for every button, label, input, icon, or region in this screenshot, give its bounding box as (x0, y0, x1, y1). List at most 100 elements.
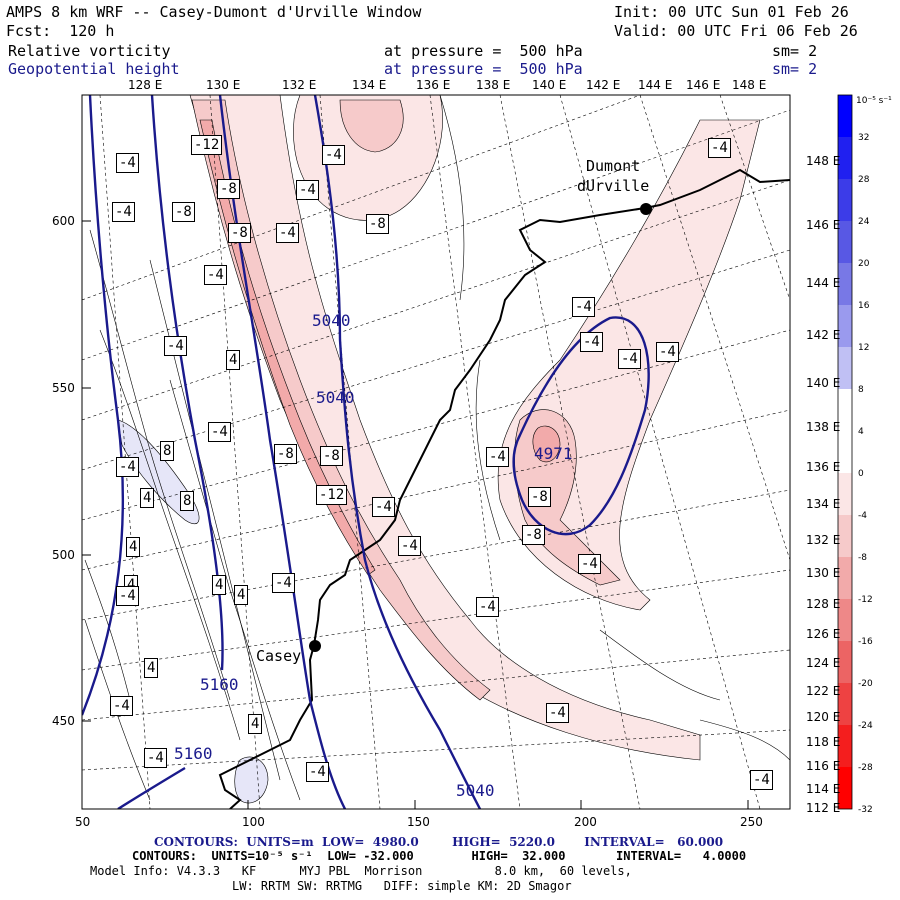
colorbar-swatch (838, 347, 852, 389)
colorbar: 32 28 24 20 16 12 8 4 0 -4 -8 -12 -16 -20 -24 -28 -32 10⁻… (837, 94, 892, 815)
vorticity-contour-label: -4 (116, 457, 139, 477)
vorticity-contour-label: -4 (272, 573, 295, 593)
right-longitude-label: 134 E (806, 497, 841, 511)
vorticity-shade-light-north (293, 95, 443, 221)
forecast-hour: Fcst: 120 h (6, 22, 115, 40)
top-longitude-label: 134 E (352, 78, 387, 92)
colorbar-swatch (838, 305, 852, 347)
colorbar-label: 16 (858, 301, 870, 311)
y-tick-label: 600 (52, 214, 75, 228)
colorbar-label: -20 (858, 679, 873, 689)
height-contour-5040 (313, 95, 482, 809)
vorticity-contour-label: -8 (228, 223, 251, 243)
colorbar-label: -16 (858, 637, 873, 647)
colorbar-label: -12 (858, 595, 873, 605)
station-casey-marker (309, 640, 321, 652)
vorticity-contour-label: -8 (320, 446, 343, 466)
height-contour-5160-west (82, 95, 124, 716)
vorticity-contour-label: 4 (140, 488, 155, 508)
field2-pressure: at pressure = 500 hPa (384, 60, 583, 78)
top-longitude-label: 130 E (206, 78, 241, 92)
vorticity-contour-label: -4 (708, 138, 731, 158)
vorticity-contour-label: -4 (372, 497, 395, 517)
plot-frame (81, 94, 791, 810)
right-longitude-label: 146 E (806, 218, 841, 232)
right-longitude-label: 148 E (806, 154, 841, 168)
station-dumont-durville-marker (640, 203, 652, 215)
colorbar-swatch (838, 95, 852, 137)
vorticity-contour-label: -4 (116, 153, 139, 173)
colorbar-label: -32 (858, 805, 873, 815)
colorbar-unit: 10⁻⁵ s⁻¹ (856, 96, 892, 106)
vorticity-contour-label: -12 (191, 135, 223, 155)
top-longitude-label: 146 E (686, 78, 721, 92)
vorticity-contour-label: -4 (204, 265, 227, 285)
x-tick-label: 50 (75, 815, 91, 829)
x-tick-label: 250 (740, 815, 763, 829)
vorticity-contour-label: -4 (578, 554, 601, 574)
vorticity-contour-label: 4 (126, 537, 141, 557)
field1-smoothing: sm= 2 (772, 42, 818, 60)
colorbar-swatch (838, 473, 852, 515)
field1-name: Relative vorticity (8, 42, 171, 60)
colorbar-swatch (838, 515, 852, 557)
right-longitude-label: 138 E (806, 420, 841, 434)
colorbar-swatch (838, 137, 852, 179)
colorbar-swatch (838, 767, 852, 809)
right-longitude-label: 126 E (806, 627, 841, 641)
colorbar-swatch (838, 557, 852, 599)
colorbar-swatch (838, 641, 852, 683)
footer-physics-info: LW: RRTM SW: RRTMG DIFF: simple KM: 2D S… (232, 879, 572, 893)
vorticity-shade-positive (117, 419, 200, 525)
vorticity-contour-label: 4 (212, 575, 227, 595)
right-longitude-label: 118 E (806, 735, 841, 749)
station-casey-label: Casey (256, 647, 302, 665)
colorbar-swatch (838, 179, 852, 221)
vorticity-contour-label: -12 (316, 485, 348, 505)
top-longitude-label: 144 E (638, 78, 673, 92)
right-longitude-label: 122 E (806, 684, 841, 698)
colorbar-label: 20 (858, 259, 870, 269)
height-contour-label: 5160 (200, 675, 239, 694)
colorbar-swatch (838, 599, 852, 641)
vorticity-shade-positive-south (234, 756, 269, 804)
vorticity-shade-medium (191, 99, 491, 701)
vorticity-contour-label: -4 (164, 336, 187, 356)
vorticity-contour-label: -8 (274, 444, 297, 464)
vorticity-contour-label: -4 (750, 770, 773, 790)
colorbar-label: 32 (858, 133, 869, 143)
height-contour-label: 4971 (534, 444, 573, 463)
height-contour-label: 5160 (174, 744, 213, 763)
colorbar-label: 28 (858, 175, 870, 185)
colorbar-label: -8 (858, 553, 867, 563)
height-contour-5100 (218, 95, 347, 809)
station-dumont-label-1: Dumont (586, 157, 641, 175)
right-longitude-label: 140 E (806, 376, 841, 390)
colorbar-label: 24 (858, 217, 870, 227)
top-longitude-label: 136 E (416, 78, 451, 92)
x-tick-label: 200 (574, 815, 597, 829)
height-contours (82, 95, 650, 809)
y-tick-label: 500 (52, 548, 75, 562)
colorbar-swatch (838, 263, 852, 305)
vorticity-contour-label: -4 (112, 202, 135, 222)
right-longitude-label: 132 E (806, 533, 841, 547)
vorticity-contour-label: -8 (366, 214, 389, 234)
height-contour-label: 5040 (456, 781, 495, 800)
field1-pressure: at pressure = 500 hPa (384, 42, 583, 60)
height-contour-label: 5040 (316, 388, 355, 407)
vorticity-contour-label: -4 (572, 297, 595, 317)
colorbar-label: -4 (858, 511, 867, 521)
right-longitude-label: 142 E (806, 328, 841, 342)
vorticity-contour-label: 4 (226, 350, 241, 370)
top-longitude-label: 128 E (128, 78, 163, 92)
colorbar-swatch (838, 431, 852, 473)
vorticity-contour-label: -4 (656, 342, 679, 362)
right-longitude-label: 130 E (806, 566, 841, 580)
vorticity-contour-label: 4 (144, 658, 159, 678)
vorticity-contour-label: -8 (522, 525, 545, 545)
valid-time: Valid: 00 UTC Fri 06 Feb 26 (614, 22, 858, 40)
right-longitude-label: 128 E (806, 597, 841, 611)
right-longitude-label: 136 E (806, 460, 841, 474)
vorticity-contour-label: -8 (172, 202, 195, 222)
